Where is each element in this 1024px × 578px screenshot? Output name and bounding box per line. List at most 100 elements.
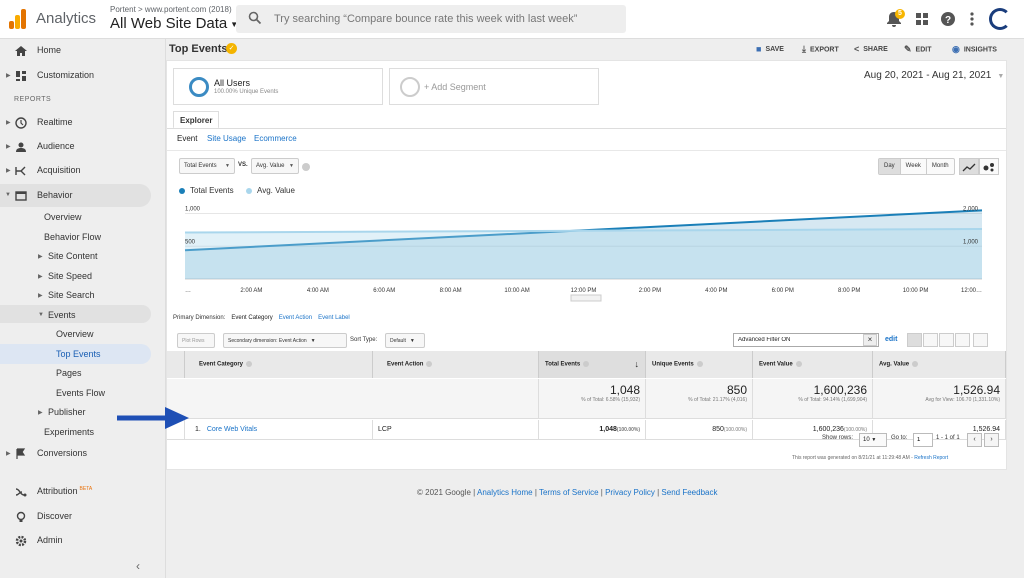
footer-link-privacy[interactable]: Privacy Policy xyxy=(605,488,655,497)
sidebar-item-realtime[interactable]: ▶ Realtime xyxy=(0,112,160,134)
insights-button[interactable]: ◉ INSIGHTS xyxy=(952,44,997,55)
metric-1-select[interactable]: Total Events ▼ xyxy=(179,158,235,174)
date-range-label: Aug 20, 2021 - Aug 21, 2021 xyxy=(864,70,992,81)
cell-value: 1,600,236 xyxy=(812,426,844,433)
advanced-filter-input[interactable] xyxy=(733,333,879,347)
remove-metric-icon[interactable] xyxy=(302,163,310,171)
search-input[interactable] xyxy=(274,9,614,29)
footer-link-analytics-home[interactable]: Analytics Home xyxy=(477,488,533,497)
sidebar-item-label: Events xyxy=(48,310,76,320)
plot-rows-button[interactable]: Plot Rows xyxy=(177,333,215,348)
subtab-site-usage[interactable]: Site Usage xyxy=(207,134,247,143)
sidebar-item-home[interactable]: Home xyxy=(0,40,160,62)
account-breadcrumb[interactable]: Portent > www.portent.com (2018) xyxy=(110,5,232,14)
help-icon xyxy=(795,361,802,367)
home-icon xyxy=(15,46,27,56)
sidebar-item-admin[interactable]: Admin xyxy=(0,530,160,552)
column-header-event-category[interactable]: Event Category xyxy=(185,351,373,378)
data-table-view-icon[interactable] xyxy=(907,333,922,347)
show-rows-value: 10 xyxy=(863,437,870,443)
edit-button[interactable]: ✎ EDIT xyxy=(904,44,932,55)
dimension-event-category[interactable]: Event Category xyxy=(231,315,273,321)
blue-arrow-annotation xyxy=(117,407,189,429)
date-range-picker[interactable]: Aug 20, 2021 - Aug 21, 2021 ▼ xyxy=(864,70,1004,81)
sort-type-select[interactable]: Default ▼ xyxy=(385,333,425,348)
search-bar[interactable] xyxy=(236,5,626,33)
column-header-event-value[interactable]: Event Value xyxy=(753,351,873,378)
sidebar-item-discover[interactable]: Discover xyxy=(0,506,160,528)
export-button[interactable]: ⤓ EXPORT xyxy=(802,44,839,55)
select-all-checkbox[interactable] xyxy=(167,351,185,378)
pivot-view-icon[interactable] xyxy=(973,333,988,347)
previous-page-button[interactable]: ‹ xyxy=(967,433,982,447)
footer-link-feedback[interactable]: Send Feedback xyxy=(661,488,718,497)
show-rows-select[interactable]: 10 ▼ xyxy=(859,433,887,447)
help-icon[interactable]: ? xyxy=(938,9,958,29)
month-button[interactable]: Month xyxy=(931,163,949,169)
attribution-label: Attribution xyxy=(37,486,78,496)
sidebar-item-behavior[interactable]: ▼ Behavior xyxy=(0,185,160,207)
legend-label: Avg. Value xyxy=(257,186,295,195)
collapse-sidebar-icon[interactable]: ‹ xyxy=(136,559,140,573)
more-vert-icon[interactable] xyxy=(962,9,982,29)
caret-down-icon: ▼ xyxy=(289,163,294,169)
property-view-selector[interactable]: All Web Site Data ▼ xyxy=(110,15,238,32)
series-line-avg-value xyxy=(184,228,983,234)
next-page-button[interactable]: › xyxy=(984,433,999,447)
secondary-dimension-select[interactable]: Secondary dimension: Event Action ▼ xyxy=(223,333,347,348)
dimension-event-action[interactable]: Event Action xyxy=(278,315,313,321)
edit-filter-link[interactable]: edit xyxy=(885,336,898,343)
export-label: EXPORT xyxy=(809,46,839,54)
segment-name: All Users xyxy=(214,78,251,88)
column-header-avg-value[interactable]: Avg. Value xyxy=(873,351,1006,378)
help-icon xyxy=(583,361,590,367)
clear-filter-icon[interactable]: × xyxy=(863,334,877,346)
column-header-label: Avg. Value xyxy=(879,361,910,368)
tab-explorer[interactable]: Explorer xyxy=(173,111,220,129)
granularity-toggle: Day Week Month xyxy=(878,158,955,175)
performance-view-icon[interactable] xyxy=(939,333,954,347)
account-avatar[interactable] xyxy=(989,8,1011,30)
sidebar-item-conversions[interactable]: ▶ Conversions xyxy=(0,443,160,465)
column-header-total-events[interactable]: Total Events ↓ xyxy=(539,351,646,378)
refresh-report-link[interactable]: Refresh Report xyxy=(914,455,949,461)
sidebar-item-acquisition[interactable]: ▶ Acquisition xyxy=(0,160,160,182)
footer-link-terms[interactable]: Terms of Service xyxy=(538,488,599,497)
sidebar-item-attribution[interactable]: Attribution BETA xyxy=(0,481,160,503)
cell-value: 850 xyxy=(712,426,724,433)
sidebar-item-audience[interactable]: ▶ Audience xyxy=(0,136,160,158)
metric-2-select[interactable]: Avg. Value ▼ xyxy=(251,158,299,174)
line-chart-button[interactable] xyxy=(959,158,979,175)
save-button[interactable]: ■ SAVE xyxy=(756,44,784,54)
motion-chart-button[interactable] xyxy=(979,158,999,175)
apps-grid-icon[interactable] xyxy=(912,9,932,29)
event-category-link[interactable]: Core Web Vitals xyxy=(206,426,258,433)
dimension-event-label[interactable]: Event Label xyxy=(318,315,350,321)
segment-all-users[interactable]: All Users 100.00% Unique Events xyxy=(173,68,383,105)
caret-down-icon: ▼ xyxy=(225,163,230,169)
subtab-ecommerce[interactable]: Ecommerce xyxy=(254,134,297,143)
legend-dot xyxy=(246,187,252,194)
goto-input[interactable] xyxy=(913,433,933,447)
sidebar-item-label: Realtime xyxy=(37,117,73,127)
sidebar-item-label: Audience xyxy=(37,141,75,151)
day-button[interactable]: Day xyxy=(879,159,901,174)
events-highlight xyxy=(0,305,151,323)
metric-1-label: Total Events xyxy=(184,163,217,169)
footer: © 2021 Google | Analytics Home | Terms o… xyxy=(417,488,717,497)
sort-type-label: Sort Type: xyxy=(350,337,378,343)
segment-ring-icon xyxy=(189,77,209,97)
share-button[interactable]: < SHARE xyxy=(854,44,888,54)
subtab-event[interactable]: Event xyxy=(177,134,198,143)
analytics-logo[interactable] xyxy=(9,9,27,29)
column-header-event-action[interactable]: Event Action xyxy=(373,351,539,378)
column-header-label: Event Value xyxy=(759,361,793,368)
add-segment-button[interactable]: + Add Segment xyxy=(389,68,599,105)
pie-view-icon[interactable] xyxy=(923,333,938,347)
footer-sep: | xyxy=(654,488,662,497)
x-tick-label: 2:00 AM xyxy=(240,288,262,294)
sidebar-item-customization[interactable]: ▶ Customization xyxy=(0,65,160,87)
column-header-unique-events[interactable]: Unique Events xyxy=(646,351,753,378)
week-button[interactable]: Week xyxy=(901,159,927,174)
comparison-view-icon[interactable] xyxy=(955,333,970,347)
